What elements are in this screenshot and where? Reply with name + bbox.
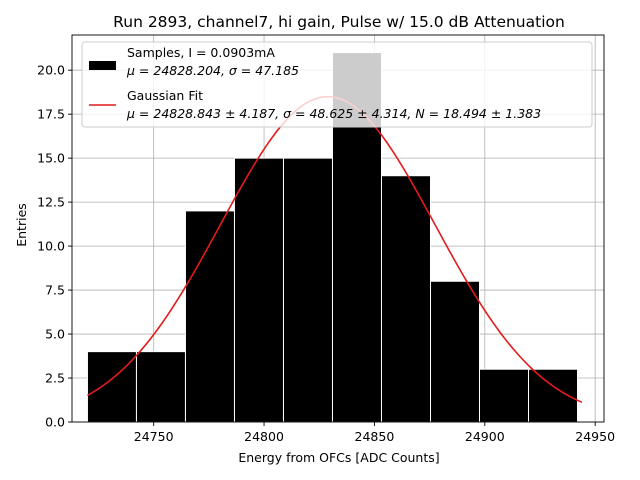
y-tick-label: 0.0 <box>45 415 65 430</box>
histogram-bar <box>233 157 284 423</box>
y-axis-label: Entries <box>14 203 29 247</box>
y-tick-label: 12.5 <box>37 195 65 210</box>
legend-samples-stats: μ = 24828.204, σ = 47.185 <box>126 63 299 78</box>
histogram-bar <box>282 157 333 423</box>
histogram-bar <box>380 175 431 423</box>
x-tick-label: 24850 <box>355 429 395 444</box>
x-tick-label: 24750 <box>134 429 174 444</box>
legend-fit-name: Gaussian Fit <box>127 88 203 103</box>
legend-fit-stats: μ = 24828.843 ± 4.187, σ = 48.625 ± 4.31… <box>126 106 541 121</box>
chart-title: Run 2893, channel7, hi gain, Pulse w/ 15… <box>113 13 565 31</box>
histogram-bar <box>135 351 186 423</box>
x-tick-label: 24800 <box>244 429 284 444</box>
x-axis-ticks: 24750 24800 24850 24900 24950 <box>134 422 615 444</box>
histogram-bar <box>184 210 235 423</box>
y-axis-ticks: 0.0 2.5 5.0 7.5 10.0 12.5 15.0 17.5 20.0 <box>37 63 72 430</box>
y-tick-label: 17.5 <box>37 107 65 122</box>
y-tick-label: 7.5 <box>45 283 65 298</box>
legend-swatch-samples <box>89 61 116 70</box>
y-tick-label: 20.0 <box>37 63 65 78</box>
x-tick-label: 24950 <box>575 429 615 444</box>
y-tick-label: 15.0 <box>37 151 65 166</box>
plot-frame <box>71 34 605 423</box>
y-tick-label: 10.0 <box>37 239 65 254</box>
x-axis-label: Energy from OFCs [ADC Counts] <box>238 450 439 465</box>
legend: Samples, I = 0.0903mA μ = 24828.204, σ =… <box>81 41 593 128</box>
y-tick-label: 5.0 <box>45 327 65 342</box>
legend-samples-name: Samples, I = 0.0903mA <box>127 45 275 60</box>
histogram-bar <box>429 280 480 423</box>
legend-box <box>81 41 593 128</box>
histogram-bar <box>528 368 579 423</box>
histogram-bar <box>478 368 530 423</box>
y-tick-label: 2.5 <box>45 371 65 386</box>
x-tick-label: 24900 <box>465 429 505 444</box>
